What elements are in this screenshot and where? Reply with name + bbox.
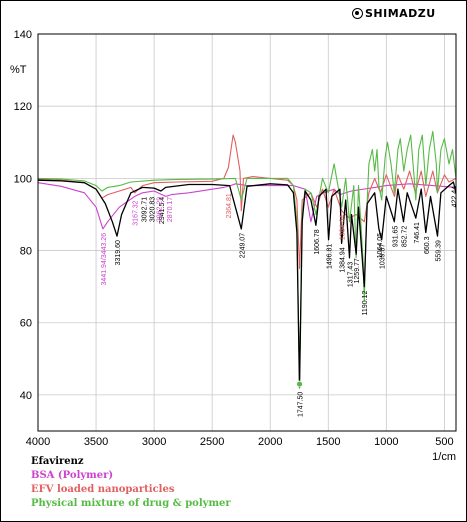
legend: Efavirenz BSA (Polymer) EFV loaded nanop… [31, 455, 231, 511]
peak-label: 1039.87 [380, 244, 387, 269]
peak-label: 3167.32 [133, 200, 140, 225]
x-tick-label: 3500 [84, 436, 108, 448]
shimadzu-logo-icon [352, 8, 363, 19]
legend-entry-physical-mixture: Physical mixture of drug & polymer [31, 498, 231, 509]
peak-label: 3441.94/3443.26 [101, 233, 108, 286]
series-line-bsa-polymer [37, 182, 457, 230]
legend-entry-efavirenz: Efavirenz [31, 456, 84, 467]
brand-logo: SHIMADZU [352, 7, 436, 20]
x-axis-label: 1/cm [432, 451, 456, 463]
x-tick-label: 1000 [374, 436, 398, 448]
peak-label: 2870.17 [167, 197, 174, 222]
peak-label: 746.41 [414, 222, 421, 244]
y-tick-label: 120 [14, 101, 32, 113]
peak-label: 2249.07 [239, 233, 246, 258]
peak-label: 931.65 [392, 226, 399, 248]
series-line-efavirenz [37, 179, 457, 389]
y-tick-label: 100 [14, 173, 32, 185]
peak-label: 3092.71 [141, 197, 148, 222]
peak-label: 422.44 [451, 186, 458, 208]
peak-label: 3319.60 [115, 240, 122, 265]
plot-border [37, 33, 457, 432]
x-tick-label: 2000 [258, 436, 282, 448]
axis-layer: 40 60 80 100 120 140 4000 3500 3000 2500 2000 1500 1… [10, 29, 456, 463]
peak-label: 660.3 [424, 236, 431, 254]
peak-marker [296, 380, 303, 388]
peak-label: 1064.05 [377, 233, 384, 258]
peak-label: 1190.12 [362, 291, 369, 316]
peak-label: 1384.64 [340, 215, 347, 240]
brand-name: SHIMADZU [365, 7, 436, 20]
x-tick-label: 3000 [142, 436, 166, 448]
series-line-physical-mixture-of-drug-polymer [37, 130, 457, 385]
x-tick-label: 4000 [26, 436, 50, 448]
series-line-efv-loaded-nanoparticles [37, 134, 457, 270]
peak-label: 1317.43 [347, 262, 354, 287]
peak-label: 559.39 [435, 240, 442, 262]
legend-entry-bsa: BSA (Polymer) [31, 470, 114, 481]
y-tick-label: 80 [20, 246, 32, 258]
peak-label: 2364.81 [226, 193, 233, 218]
peak-label: 1384.94 [340, 247, 347, 272]
y-tick-label: 60 [20, 318, 32, 330]
y-tick-label: 140 [14, 29, 32, 41]
y-tick-label: 40 [20, 390, 32, 402]
peak-label: 1606.78 [314, 229, 321, 254]
peak-label-layer: 3319.60 3092.71 3020.83 2941.5.4 2249.07 1747… [101, 186, 458, 417]
spectrum-series [37, 130, 457, 389]
peak-label: 2941.5.4 [159, 197, 166, 224]
peak-label: 1259.77 [354, 258, 361, 283]
x-tick-label: 2500 [200, 436, 224, 448]
x-tick-label: 1500 [316, 436, 340, 448]
peak-label: 1496.81 [327, 244, 334, 269]
legend-entry-efv-nanoparticles: EFV loaded nanoparticles [31, 484, 175, 495]
peak-label: 2962.29 [157, 197, 164, 222]
peak-label: 1747.50 [298, 392, 305, 417]
peak-label: 852.72 [401, 226, 408, 248]
x-tick-label: 500 [435, 436, 453, 448]
peak-label: 3020.83 [150, 197, 157, 222]
y-axis-label: %T [10, 64, 27, 76]
